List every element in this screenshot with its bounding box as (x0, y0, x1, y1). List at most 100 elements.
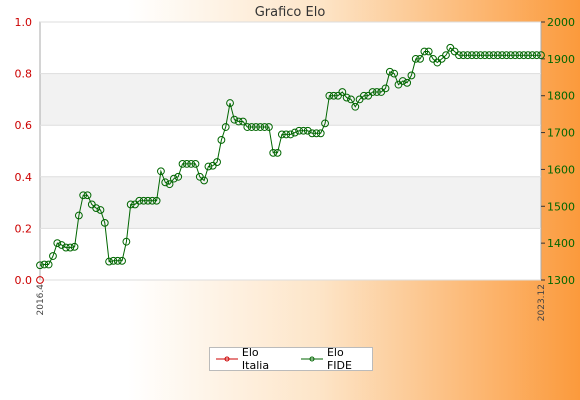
data-point-elo-fide (152, 196, 161, 205)
left-tick-label: 1.0 (15, 16, 33, 29)
data-point-elo-fide (532, 51, 541, 60)
data-point-elo-fide (286, 130, 295, 139)
data-point-elo-fide (385, 67, 394, 76)
data-point-elo-fide (62, 243, 70, 252)
data-point-elo-fide (70, 242, 79, 251)
right-tick-label: 1600 (547, 163, 575, 176)
data-point-elo-fide (420, 47, 429, 56)
right-axis-ticks: 1300 1400 1500 1600 1700 1800 1900 2000 (541, 16, 575, 287)
data-point-elo-fide (273, 148, 282, 157)
data-point-elo-fide (169, 174, 178, 183)
data-point-elo-fide (308, 129, 316, 138)
right-tick-label: 1700 (547, 127, 575, 140)
right-tick-label: 1800 (547, 90, 575, 103)
grid (40, 21, 541, 281)
data-point-elo-fide (239, 117, 247, 126)
data-point-elo-fide (515, 51, 524, 60)
data-point-elo-fide (269, 148, 278, 157)
data-point-elo-fide (83, 191, 92, 200)
data-point-elo-fide (174, 172, 183, 181)
chart-title: Grafico Elo (255, 5, 326, 20)
data-point-elo-fide (100, 218, 109, 227)
series-elo-italia (36, 276, 44, 284)
left-tick-label: 0.6 (15, 119, 33, 132)
data-point-elo-fide (390, 69, 399, 78)
data-point-elo-fide (139, 196, 148, 205)
plot-band (40, 22, 541, 74)
data-point-elo-fide (493, 51, 502, 60)
data-point-elo-fide (226, 99, 234, 107)
left-tick-label: 0.4 (15, 171, 33, 184)
data-point-elo-fide (480, 51, 489, 60)
plot-band (40, 176, 541, 229)
data-point-elo-fide (325, 91, 334, 100)
data-point-elo-fide (135, 196, 144, 205)
data-point-elo-fide (148, 196, 157, 205)
data-point-elo-fide (338, 88, 347, 96)
data-point-elo-fide (351, 102, 360, 111)
x-tick-label-first: 2016.4 (36, 284, 46, 316)
data-point-elo-fide (79, 191, 88, 200)
data-point-elo-fide (424, 47, 433, 56)
data-point-elo-fide (442, 51, 450, 60)
data-point-elo-fide (489, 51, 498, 60)
data-point-elo-fide (243, 123, 252, 131)
data-point-elo-fide (472, 51, 481, 60)
left-tick-label: 0.2 (15, 222, 33, 235)
right-tick-label: 2000 (547, 16, 575, 29)
data-point-elo-fide (463, 51, 472, 60)
data-point-elo-fide (113, 256, 122, 265)
data-point-elo-fide (372, 88, 381, 96)
legend: Elo Italia Elo FIDE (209, 346, 373, 372)
data-point-elo-fide (96, 206, 105, 214)
data-point-elo-fide (217, 136, 226, 144)
data-point-elo-fide (303, 126, 312, 135)
plot-area (39, 21, 542, 281)
data-point-elo-fide (66, 243, 75, 252)
data-point-elo-fide (44, 260, 53, 269)
data-point-elo-fide (252, 123, 260, 131)
legend-fide-label: Elo FIDE (326, 346, 352, 372)
data-point-elo-fide (485, 51, 494, 60)
data-point-elo-fide (511, 51, 519, 60)
data-point-elo-fide (519, 51, 528, 60)
data-point-elo-fide (109, 256, 118, 265)
data-point-elo-fide (459, 51, 468, 60)
data-point-elo-fide (126, 200, 135, 209)
left-tick-label: 0.8 (15, 68, 33, 81)
data-point-elo-fide (200, 176, 209, 185)
data-point-elo-fide (312, 129, 321, 138)
data-point-elo-fide (161, 178, 170, 187)
right-tick-label: 1500 (547, 200, 575, 213)
data-point-elo-fide (506, 51, 515, 60)
series-elo-fide (36, 43, 545, 270)
data-point-elo-fide (299, 126, 308, 135)
data-point-elo-fide (204, 162, 213, 171)
data-point-elo-fide (256, 123, 265, 131)
x-tick-label-last: 2023.12 (537, 284, 547, 321)
data-point-elo-fide (157, 167, 165, 176)
data-point-elo-fide (57, 241, 66, 249)
right-tick-label: 1300 (547, 274, 575, 287)
data-point-elo-fide (178, 160, 187, 168)
data-point-elo-fide (476, 51, 485, 60)
data-point-elo-fide (455, 51, 463, 60)
data-point-elo-fide (234, 117, 243, 126)
legend-item-fide: Elo FIDE (301, 346, 372, 372)
data-point-elo-fide (187, 160, 196, 168)
data-point-elo-fide (260, 123, 269, 131)
data-point-elo-fide (381, 84, 390, 93)
right-tick-label: 1400 (547, 237, 575, 250)
data-point-elo-fide (290, 128, 299, 137)
data-point-elo-fide (165, 180, 174, 189)
data-point-elo-fide (295, 126, 304, 135)
data-point-elo-fide (118, 256, 126, 265)
data-point-elo-fide (40, 260, 49, 269)
data-point-elo-fide (342, 93, 351, 102)
data-point-elo-fide (277, 130, 286, 139)
data-point-elo-fide (502, 51, 511, 60)
plot-band (40, 73, 541, 126)
data-point-elo-fide (182, 160, 191, 168)
